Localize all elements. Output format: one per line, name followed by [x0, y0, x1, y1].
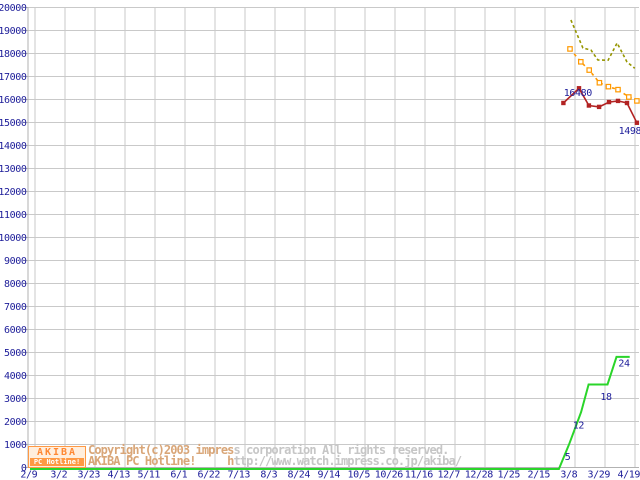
x-tick-label: 2/15 [528, 470, 551, 480]
y-tick-marks [24, 6, 28, 468]
price-average-marker [615, 86, 621, 93]
x-tick-label: 4/13 [108, 470, 131, 480]
price-average-marker [634, 98, 640, 104]
x-tick-label: 4/19 [618, 470, 640, 480]
price-low-marker [624, 100, 630, 106]
price-low-marker [586, 103, 592, 108]
y-tick-label: 7000 [4, 302, 27, 313]
price-high-line [570, 19, 636, 69]
x-tick-label: 12/7 [438, 470, 461, 480]
x-tick-label: 3/29 [588, 470, 611, 480]
x-tick-label: 12/28 [465, 470, 493, 480]
y-tick-label: 18000 [0, 49, 27, 60]
y-tick-label: 15000 [0, 118, 27, 129]
x-tick-label: 10/26 [375, 470, 403, 480]
price-low-marker [615, 98, 621, 104]
y-tick-label: 10000 [0, 233, 27, 244]
x-tick-label: 7/13 [228, 470, 251, 480]
price-low-marker [596, 104, 602, 110]
value-label: 12 [573, 420, 585, 431]
y-tick-label: 11000 [0, 210, 27, 221]
value-label: 16480 [564, 88, 592, 99]
y-tick-label: 16000 [0, 95, 27, 106]
y-tick-label: 12000 [0, 187, 27, 198]
copyright-line-1: Copyright(c)2003 impress corporation All… [88, 443, 449, 457]
price-average-marker [625, 94, 632, 100]
logo-pc-hotline-text: PC Hotline! [30, 458, 84, 466]
price-average-marker [577, 59, 584, 65]
price-low-marker [561, 100, 566, 106]
x-tick-label: 9/14 [318, 470, 341, 480]
x-tick-label: 11/16 [405, 470, 433, 480]
copyright-text-warm: AKIBA PC Hotline! h [88, 454, 234, 468]
y-tick-label: 17000 [0, 72, 27, 83]
price-average-marker [605, 83, 612, 90]
price-average-marker [596, 79, 603, 86]
x-tick-label: 8/3 [260, 470, 277, 480]
x-tick-label: 5/11 [138, 470, 161, 480]
x-tick-label: 6/22 [198, 470, 221, 480]
y-tick-label: 8000 [4, 279, 27, 290]
x-tick-label: 3/2 [50, 470, 67, 480]
gridlines [28, 6, 639, 468]
x-tick-label: 10/5 [348, 470, 371, 480]
y-tick-label: 0 [21, 463, 27, 474]
x-tick-label: 8/24 [288, 470, 311, 480]
x-tick-label: 3/23 [78, 470, 101, 480]
y-tick-label: 19000 [0, 26, 27, 37]
x-tick-label: 6/1 [170, 470, 187, 480]
price-average-marker [567, 46, 573, 52]
akiba-pc-hotline-logo: AKIBA PC Hotline! [28, 446, 86, 468]
logo-akiba-text: AKIBA [36, 447, 78, 458]
price-low-marker [576, 86, 582, 91]
copyright-line-2: AKIBA PC Hotline! http://www.watch.impre… [88, 454, 462, 468]
value-label: 14980 [619, 126, 640, 137]
copyright-text-gray: ttp://www.watch.impress.co.jp/akiba/ [233, 454, 462, 468]
price-average-marker [586, 67, 593, 73]
y-tick-label: 9000 [4, 256, 27, 267]
y-tick-label: 1000 [4, 440, 27, 451]
x-tick-label: 3/8 [560, 470, 577, 480]
price-low-marker [634, 120, 640, 125]
copyright-text-warm: Copyright(c)2003 impres [88, 443, 234, 457]
x-tick-label: 1/25 [498, 470, 521, 480]
value-label: 18 [600, 392, 612, 403]
y-tick-label: 6000 [4, 325, 27, 336]
y-tick-label: 2000 [4, 417, 27, 428]
y-tick-label: 3000 [4, 394, 27, 405]
price-low-marker [606, 99, 612, 105]
y-tick-label: 20000 [0, 3, 27, 14]
y-tick-label: 13000 [0, 164, 27, 175]
value-label: 5 [565, 452, 571, 463]
y-tick-label: 14000 [0, 141, 27, 152]
copyright-text-gray: s corporation All rights reserved. [233, 443, 449, 457]
y-tick-label: 5000 [4, 348, 27, 359]
shop-count-line [30, 355, 630, 470]
y-tick-label: 4000 [4, 371, 27, 382]
x-tick-label: 2/9 [20, 470, 37, 480]
value-label: 24 [618, 358, 630, 369]
